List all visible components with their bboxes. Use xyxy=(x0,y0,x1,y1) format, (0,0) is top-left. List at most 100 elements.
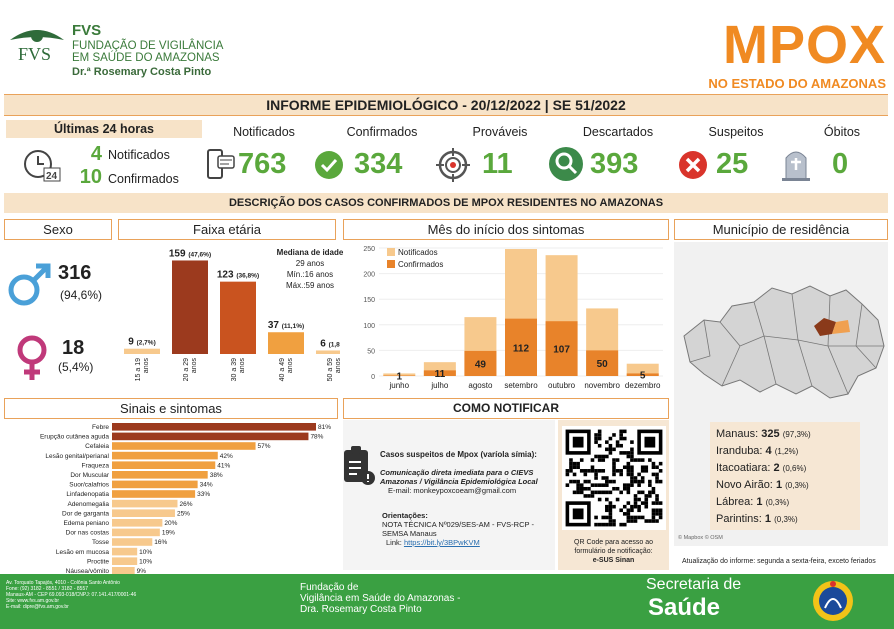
signs-bar xyxy=(112,499,178,508)
qr-module xyxy=(637,497,641,502)
qr-module xyxy=(630,472,634,477)
qr-module xyxy=(658,461,663,466)
qr-module xyxy=(640,458,645,462)
qr-module xyxy=(612,479,616,484)
qr-module xyxy=(572,465,577,470)
age-bar-label: 6 (1,8%) xyxy=(320,338,340,349)
kpi-notificados-label: Notificados xyxy=(233,125,295,139)
qr-module xyxy=(579,486,584,491)
signs-label: Linfadenopatia xyxy=(66,491,109,498)
signs-bar xyxy=(112,528,160,537)
signs-bar xyxy=(112,423,316,431)
qr-module xyxy=(601,454,606,459)
kpi-obitos-label: Óbitos xyxy=(823,125,861,139)
qr-module xyxy=(651,501,656,505)
qr-module xyxy=(601,476,606,480)
qr-module xyxy=(622,522,627,527)
qr-module xyxy=(615,497,620,502)
month-bar-confirmados xyxy=(545,321,578,376)
qr-module xyxy=(605,479,609,484)
age-bar xyxy=(316,350,340,354)
signs-value: 20% xyxy=(164,520,177,527)
qr-module xyxy=(608,504,613,509)
amazonas-coat-of-arms-icon xyxy=(813,581,853,621)
magnifier-icon xyxy=(549,147,583,181)
qr-module xyxy=(583,494,588,498)
signs-label: Edema peniano xyxy=(63,520,109,527)
signs-bar xyxy=(112,451,218,460)
qr-module xyxy=(633,476,638,480)
qr-caption-line1: QR Code para acesso ao xyxy=(574,539,653,546)
municipio-row: Parintins: 1 (0,3%) xyxy=(716,513,798,525)
legend-label-confirmados: Confirmados xyxy=(398,260,443,269)
qr-module xyxy=(637,458,641,462)
age-tick-label: 15 a 19 xyxy=(135,358,142,381)
qr-module xyxy=(583,486,588,491)
qr-module xyxy=(594,436,598,441)
qr-module xyxy=(630,515,634,520)
month-bar-confirmados xyxy=(423,370,456,376)
qr-module xyxy=(637,483,641,487)
qr-module xyxy=(608,522,613,527)
qr-module xyxy=(644,494,649,498)
qr-module xyxy=(651,519,656,523)
month-bar-label: 112 xyxy=(513,343,530,354)
last24-notificados-label: Notificados xyxy=(108,148,170,162)
month-bar-label: 107 xyxy=(553,345,570,356)
qr-module xyxy=(608,512,613,516)
qr-module xyxy=(612,458,616,462)
itacoatiara-highlight xyxy=(832,320,850,334)
check-circle-icon xyxy=(315,151,343,179)
qr-finder-core xyxy=(572,508,584,520)
qr-module xyxy=(619,451,623,455)
qr-module xyxy=(601,458,606,462)
municipio-row: Itacoatiara: 2 (0,6%) xyxy=(716,462,807,474)
qr-module xyxy=(633,504,638,509)
signs-bar xyxy=(112,442,256,450)
page-subtitle: NO ESTADO DO AMAZONAS xyxy=(708,76,886,91)
qr-module xyxy=(651,472,656,477)
male-symbol-icon xyxy=(8,263,51,306)
month-x-tick: novembro xyxy=(584,381,620,390)
qr-module xyxy=(597,429,602,434)
qr-module xyxy=(630,483,634,487)
qr-module xyxy=(630,479,634,484)
signs-value: 25% xyxy=(177,510,190,517)
month-bar-confirmados xyxy=(586,350,619,376)
qr-module xyxy=(576,465,580,470)
signs-label: Dor de garganta xyxy=(62,510,109,517)
org-line1: FUNDAÇÃO DE VIGILÂNCIA xyxy=(72,40,224,52)
qr-module xyxy=(576,490,580,495)
tombstone-icon xyxy=(782,151,810,181)
signs-label: Fraqueza xyxy=(82,462,110,469)
month-y-tick: 200 xyxy=(363,272,375,279)
qr-module xyxy=(590,483,595,487)
qr-module xyxy=(612,486,616,491)
qr-module xyxy=(608,451,613,455)
signs-value: 78% xyxy=(310,434,323,441)
notify-nota-line1: NOTA TÉCNICA Nº029/SES-AM - FVS-RCP - xyxy=(382,520,534,529)
qr-module xyxy=(651,512,656,516)
qr-module xyxy=(626,519,631,523)
qr-module xyxy=(605,522,609,527)
org-person: Dr.ª Rosemary Costa Pinto xyxy=(72,66,212,78)
qr-module xyxy=(569,479,573,484)
qr-code-icon[interactable] xyxy=(562,426,666,530)
municipio-list: Manaus: 325 (97,3%) Iranduba: 4 (1,2%) I… xyxy=(710,422,860,530)
age-tick-label: 50 a 59 xyxy=(327,358,334,381)
qr-module xyxy=(608,479,613,484)
qr-module xyxy=(626,451,631,455)
qr-module xyxy=(658,501,663,505)
qr-module xyxy=(644,497,649,502)
qr-module xyxy=(630,451,634,455)
signs-bar xyxy=(112,538,153,546)
phone-notify-icon xyxy=(207,149,235,179)
qr-module xyxy=(615,458,620,462)
qr-module xyxy=(644,504,649,509)
qr-module xyxy=(637,472,641,477)
qr-module xyxy=(651,508,656,513)
qr-module xyxy=(655,494,659,498)
notify-link[interactable]: https://bit.ly/3BPwKVM xyxy=(403,538,480,547)
qr-module xyxy=(583,472,588,477)
footer-sec2: Saúde xyxy=(648,594,721,621)
